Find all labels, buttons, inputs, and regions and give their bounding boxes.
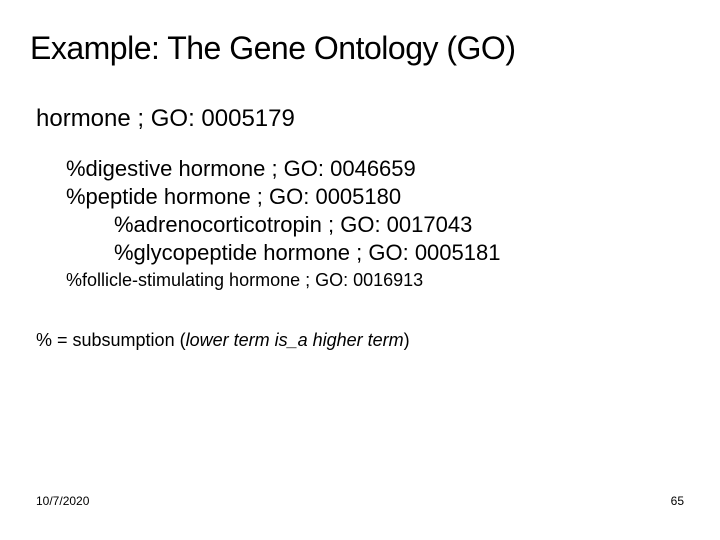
slide-title: Example: The Gene Ontology (GO) [30,30,690,67]
tree-item-glycopeptide: %glycopeptide hormone ; GO: 0005181 [36,239,500,267]
footer-date: 10/7/2020 [36,494,89,508]
legend-isa: is_a [275,330,308,350]
slide: Example: The Gene Ontology (GO) hormone … [0,0,720,540]
footer-page-number: 65 [671,494,684,508]
tree-item-peptide: %peptide hormone ; GO: 0005180 [36,183,500,211]
legend: % = subsumption (lower term is_a higher … [36,330,410,351]
ontology-tree: %digestive hormone ; GO: 0046659 %peptid… [36,155,500,291]
legend-higher: higher term [308,330,404,350]
legend-suffix: ) [404,330,410,350]
legend-prefix: % = subsumption ( [36,330,186,350]
tree-item-adrenocorticotropin: %adrenocorticotropin ; GO: 0017043 [36,211,500,239]
tree-item-digestive: %digestive hormone ; GO: 0046659 [36,155,500,183]
root-term: hormone ; GO: 0005179 [36,105,295,133]
legend-lower: lower term [186,330,275,350]
tree-item-follicle: %follicle-stimulating hormone ; GO: 0016… [36,270,500,292]
